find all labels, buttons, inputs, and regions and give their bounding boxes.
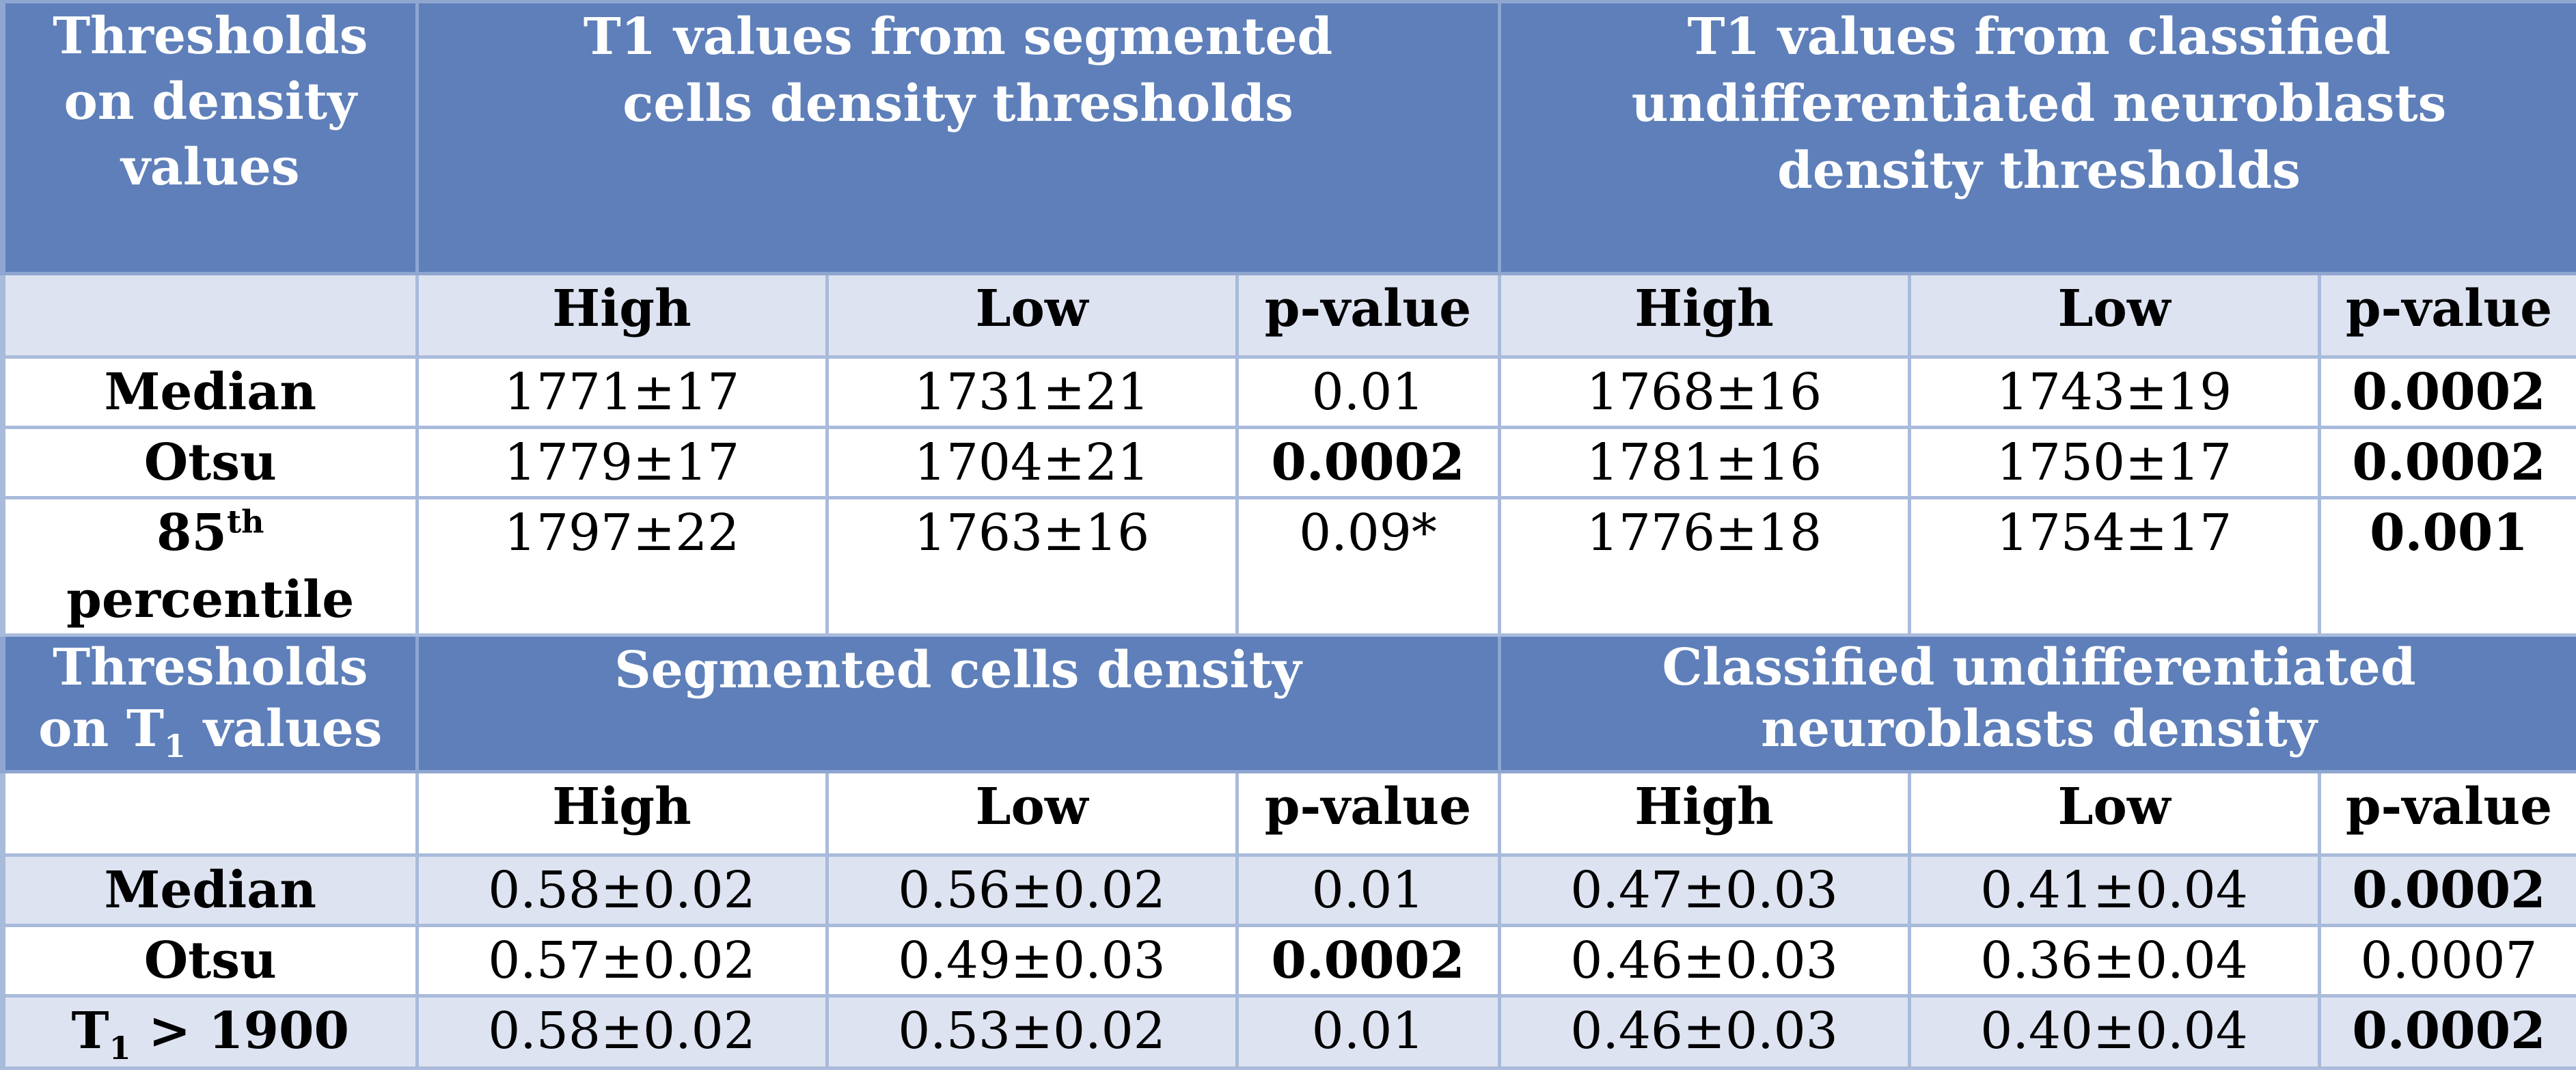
density-col-pvalue-1: p-value — [1235, 272, 1501, 359]
table-cell: 0.09* — [1235, 496, 1501, 637]
table-cell: 1781±16 — [1497, 426, 1911, 499]
t1-group2-header: Classified undifferentiated neuroblasts … — [1497, 633, 2576, 773]
table-cell: 0.0007 — [2317, 924, 2576, 998]
table-cell: 1776±18 — [1497, 496, 1911, 637]
t1-col-high-1: High — [415, 770, 829, 857]
table-cell: 1704±21 — [825, 426, 1239, 499]
table-cell: 1771±17 — [415, 355, 829, 429]
table-cell: 0.57±0.02 — [415, 924, 829, 998]
table-cell: 1763±16 — [825, 496, 1239, 637]
table-cell: 0.47±0.03 — [1497, 853, 1911, 927]
t1-col-low-1: Low — [825, 770, 1239, 857]
row-label-85th-percentile: 85th percentile — [0, 496, 419, 637]
density-col-high-2: High — [1497, 272, 1911, 359]
table-cell: 0.001 — [2317, 496, 2576, 637]
row-label-otsu: Otsu — [0, 924, 419, 998]
table-cell: 0.46±0.03 — [1497, 924, 1911, 998]
density-row-median: Median 1771±17 1731±21 0.01 1768±16 1743… — [0, 355, 2576, 429]
table-cell: 0.53±0.02 — [825, 994, 1239, 1070]
density-row-otsu: Otsu 1779±17 1704±21 0.0002 1781±16 1750… — [0, 426, 2576, 499]
table-cell: 0.01 — [1235, 853, 1501, 927]
density-subheader-empty — [0, 272, 419, 359]
table-cell: 0.58±0.02 — [415, 994, 829, 1070]
t1-row-t1-gt-1900: T1 > 1900 0.58±0.02 0.53±0.02 0.01 0.46±… — [0, 994, 2576, 1070]
table-cell: 1768±16 — [1497, 355, 1911, 429]
density-col-high-1: High — [415, 272, 829, 359]
t1-row-median: Median 0.58±0.02 0.56±0.02 0.01 0.47±0.0… — [0, 853, 2576, 927]
table-cell: 1731±21 — [825, 355, 1239, 429]
table-cell: 0.0002 — [2317, 853, 2576, 927]
t1-col-low-2: Low — [1907, 770, 2321, 857]
t1-col-high-2: High — [1497, 770, 1911, 857]
table-cell: 0.40±0.04 — [1907, 994, 2321, 1070]
table-cell: 0.36±0.04 — [1907, 924, 2321, 998]
t1-header-row: Thresholds on T1 values Segmented cells d… — [0, 633, 2576, 773]
density-header-row: Thresholds on density values T1 values f… — [0, 0, 2576, 275]
density-col-low-2: Low — [1907, 272, 2321, 359]
table-cell: 1754±17 — [1907, 496, 2321, 637]
density-col-low-1: Low — [825, 272, 1239, 359]
table-cell: 0.01 — [1235, 994, 1501, 1070]
table-cell: 0.0002 — [1235, 426, 1501, 499]
table-cell: 0.46±0.03 — [1497, 994, 1911, 1070]
t1-subheader-empty — [0, 770, 419, 857]
t1-corner-header: Thresholds on T1 values — [0, 633, 419, 773]
table-cell: 0.58±0.02 — [415, 853, 829, 927]
table-cell: 0.0002 — [2317, 426, 2576, 499]
density-corner-header: Thresholds on density values — [0, 0, 419, 275]
table-cell: 1779±17 — [415, 426, 829, 499]
density-subheader-row: High Low p-value High Low p-value — [0, 272, 2576, 359]
t1-col-pvalue-2: p-value — [2317, 770, 2576, 857]
table-cell: 0.0002 — [2317, 994, 2576, 1070]
density-col-pvalue-2: p-value — [2317, 272, 2576, 359]
table-cell: 0.41±0.04 — [1907, 853, 2321, 927]
density-row-85th: 85th percentile 1797±22 1763±16 0.09* 177… — [0, 496, 2576, 637]
row-label-otsu: Otsu — [0, 426, 419, 499]
table-cell: 1750±17 — [1907, 426, 2321, 499]
table-cell: 1797±22 — [415, 496, 829, 637]
density-group1-header: T1 values from segmented cells density t… — [415, 0, 1501, 275]
table-cell: 0.0002 — [1235, 924, 1501, 998]
table-cell: 1743±19 — [1907, 355, 2321, 429]
t1-row-otsu: Otsu 0.57±0.02 0.49±0.03 0.0002 0.46±0.0… — [0, 924, 2576, 998]
table-cell: 0.0002 — [2317, 355, 2576, 429]
row-label-t1-gt-1900: T1 > 1900 — [0, 994, 419, 1070]
t1-group1-header: Segmented cells density — [415, 633, 1501, 773]
table-cell: 0.49±0.03 — [825, 924, 1239, 998]
t1-col-pvalue-1: p-value — [1235, 770, 1501, 857]
row-label-median: Median — [0, 853, 419, 927]
density-group2-header: T1 values from classified undifferentiat… — [1497, 0, 2576, 275]
t1-subheader-row: High Low p-value High Low p-value — [0, 770, 2576, 857]
row-label-median: Median — [0, 355, 419, 429]
table-cell: 0.56±0.02 — [825, 853, 1239, 927]
table-cell: 0.01 — [1235, 355, 1501, 429]
